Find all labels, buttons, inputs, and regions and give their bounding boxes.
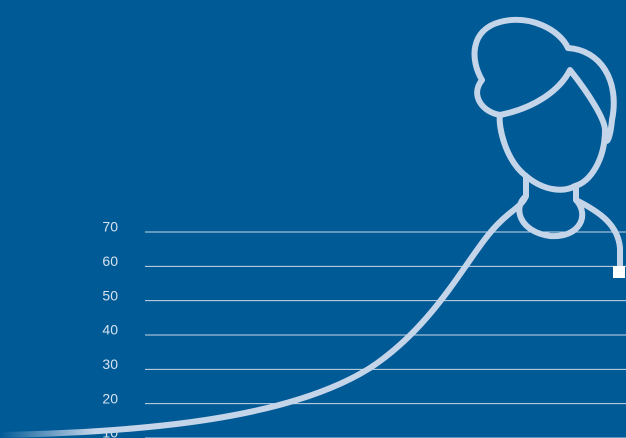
woman-icon <box>471 16 625 278</box>
hair <box>471 16 617 144</box>
y-tick-label: 20 <box>102 390 118 406</box>
y-tick-label: 60 <box>102 253 118 269</box>
y-tick-label: 30 <box>102 356 118 372</box>
y-tick-label: 70 <box>102 219 118 235</box>
growth-curve <box>0 173 529 438</box>
neck-shoulders <box>516 183 623 271</box>
y-tick-label: 40 <box>102 322 118 338</box>
y-tick-label: 50 <box>102 287 118 303</box>
marker <box>613 266 625 278</box>
